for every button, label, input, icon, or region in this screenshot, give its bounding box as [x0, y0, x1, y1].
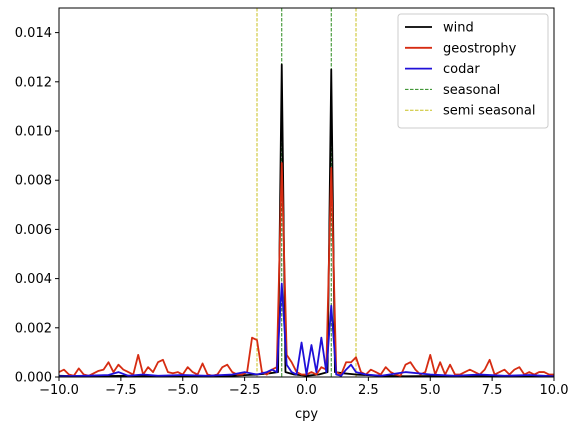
x-tick-label: 7.5 — [482, 383, 503, 398]
x-tick-label: −10.0 — [39, 383, 79, 398]
plot-data-group — [59, 8, 554, 377]
y-tick-label: 0.012 — [15, 75, 52, 90]
y-tick-label: 0.006 — [15, 223, 52, 238]
series-line-codar — [59, 282, 554, 377]
y-tick-label: 0.014 — [15, 26, 52, 41]
x-axis-label: cpy — [295, 407, 318, 422]
legend-label-wind: wind — [443, 21, 474, 36]
legend-label-semi-seasonal: semi seasonal — [443, 104, 535, 119]
x-tick-label: −5.0 — [167, 383, 199, 398]
y-tick-label: 0.004 — [15, 272, 52, 287]
y-tick-label: 0.002 — [15, 321, 52, 336]
x-tick-label: −2.5 — [229, 383, 261, 398]
legend-label-codar: codar — [443, 62, 480, 77]
y-tick-label: 0.008 — [15, 174, 52, 189]
y-tick-label: 0.010 — [15, 125, 52, 140]
legend-box — [397, 13, 549, 129]
x-tick-label: 5.0 — [420, 383, 441, 398]
x-tick-label: 10.0 — [540, 383, 569, 398]
x-tick-label: 0.0 — [296, 383, 317, 398]
legend-label-seasonal: seasonal — [443, 83, 500, 98]
x-tick-label: −7.5 — [105, 383, 137, 398]
legend-label-geostrophy: geostrophy — [443, 41, 517, 56]
x-tick-label: 2.5 — [358, 383, 379, 398]
y-tick-label: 0.000 — [15, 371, 52, 386]
